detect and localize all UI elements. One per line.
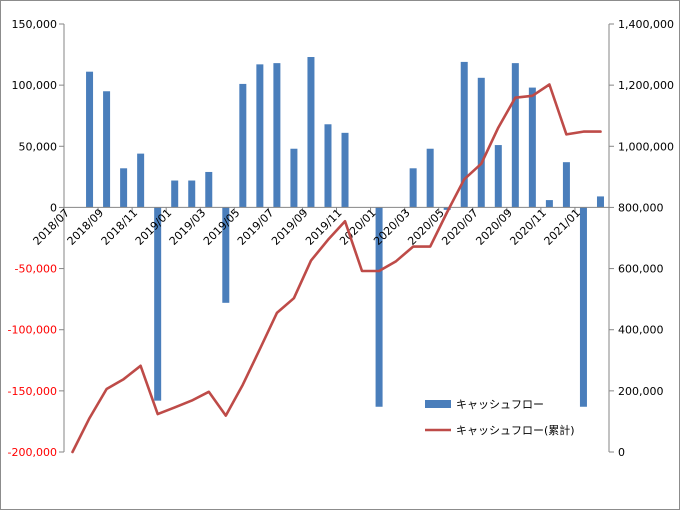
- bar: [239, 83, 247, 208]
- x-tick-label: 2020/09: [473, 206, 515, 248]
- y-right-tick-label: 800,000: [618, 201, 664, 214]
- bar: [154, 207, 162, 401]
- x-tick-label: 2020/01: [337, 206, 379, 248]
- bar: [205, 171, 213, 208]
- bar: [103, 91, 111, 208]
- x-tick-label: 2021/01: [542, 206, 584, 248]
- bar: [426, 148, 434, 208]
- bar: [188, 180, 196, 208]
- x-tick-label: 2019/05: [201, 206, 243, 248]
- bar: [273, 63, 281, 208]
- y-left-tick-label: 150,000: [12, 18, 58, 31]
- bar: [494, 145, 502, 208]
- bar: [137, 153, 145, 208]
- bar: [341, 132, 349, 208]
- y-left-tick-label: 50,000: [19, 140, 58, 153]
- legend-label-bar: キャッシュフロー: [456, 398, 544, 411]
- x-tick-label: 2018/11: [99, 206, 141, 248]
- bar: [290, 148, 298, 208]
- y-right-tick-label: 400,000: [618, 324, 664, 337]
- bar: [596, 196, 604, 208]
- y-left-tick-label: -50,000: [15, 263, 57, 276]
- x-tick-label: 2019/01: [133, 206, 175, 248]
- bar: [409, 168, 417, 208]
- x-tick-label: 2019/03: [167, 206, 209, 248]
- y-left-tick-label: 0: [50, 201, 57, 214]
- bar: [511, 63, 519, 208]
- bar: [562, 162, 570, 208]
- y-right-tick-label: 0: [618, 446, 625, 459]
- bar: [86, 71, 94, 208]
- y-right-tick-label: 600,000: [618, 263, 664, 276]
- legend-swatch-bar: [425, 400, 451, 408]
- x-tick-label: 2020/11: [507, 206, 549, 248]
- bar: [579, 207, 587, 407]
- x-tick-label: 2019/09: [269, 206, 311, 248]
- y-left-tick-label: -200,000: [8, 446, 57, 459]
- bar: [545, 200, 553, 208]
- x-tick-label: 2019/07: [235, 206, 277, 248]
- bar: [460, 61, 468, 208]
- y-left-tick-label: 100,000: [12, 79, 58, 92]
- bar: [477, 77, 485, 208]
- bar: [222, 207, 230, 303]
- bar: [256, 64, 264, 208]
- bar: [307, 57, 315, 208]
- series-line: [71, 83, 602, 454]
- bar: [375, 207, 383, 407]
- y-left-tick-label: -150,000: [8, 385, 57, 398]
- y-right-tick-label: 200,000: [618, 385, 664, 398]
- bar: [171, 180, 179, 208]
- y-right-tick-label: 1,400,000: [618, 18, 674, 31]
- x-tick-label: 2018/09: [65, 206, 107, 248]
- bar: [528, 87, 536, 208]
- y-right-tick-label: 1,000,000: [618, 140, 674, 153]
- y-right-tick-label: 1,200,000: [618, 79, 674, 92]
- bar: [120, 168, 128, 208]
- bar: [443, 207, 451, 210]
- bar: [324, 124, 332, 208]
- legend-label-line: キャッシュフロー(累計): [456, 423, 575, 437]
- y-left-tick-label: -100,000: [8, 324, 57, 337]
